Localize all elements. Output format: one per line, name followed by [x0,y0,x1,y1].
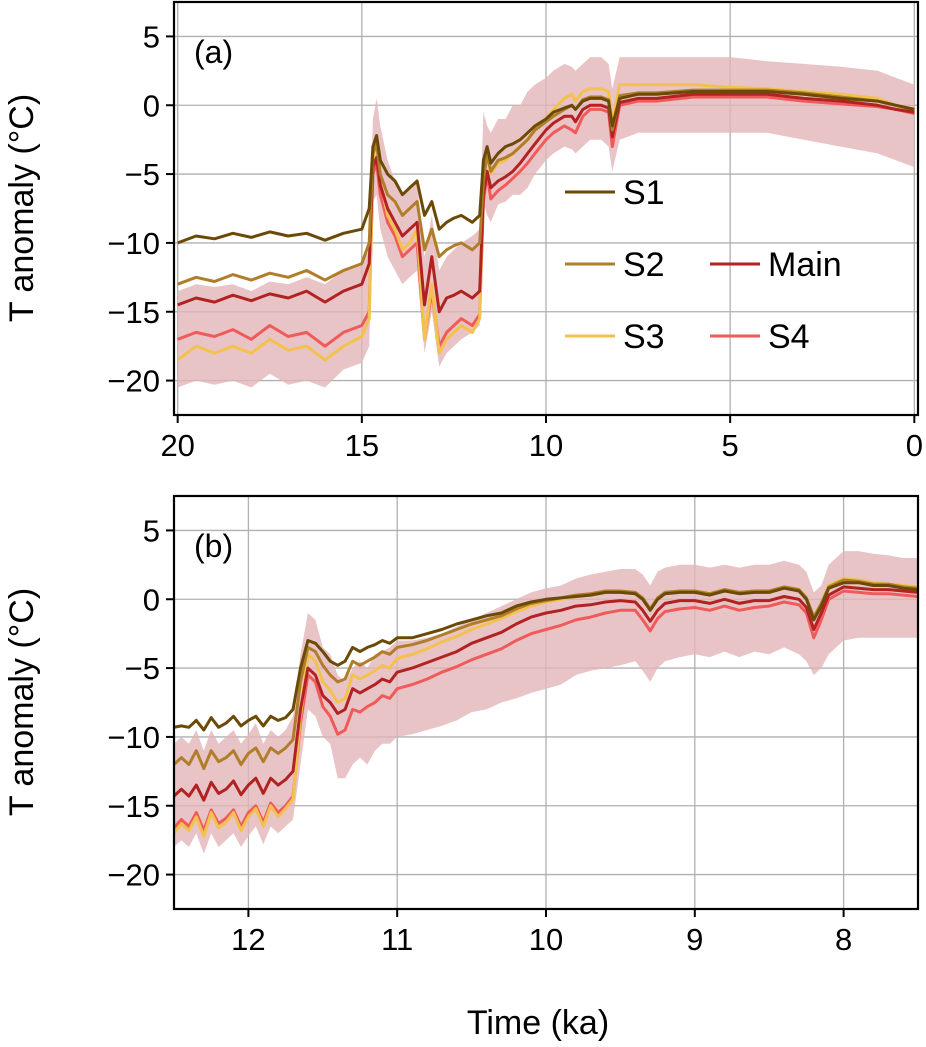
y-tick-label-a-0: 5 [143,19,160,54]
legend-label-main: Main [768,246,842,284]
series-line-s2-a [177,88,915,286]
x-tick-label-b-11: 11 [381,922,413,957]
legend-label-s1: S1 [623,174,665,212]
x-axis-title: Time (ka) [467,1004,609,1042]
plot-area-a [176,57,915,388]
y-tick-label-a-2: −5 [125,157,160,192]
panel-label-a: (a) [194,34,233,70]
x-tick-label-b-10: 10 [529,922,563,957]
y-tick-label-a-4: −15 [107,295,160,330]
legend-label-s2: S2 [623,246,665,284]
legend: S1 S2 Main S3 S4 [565,174,842,356]
y-tick-label-b-1: 0 [143,582,160,617]
x-tick-label-a-10: 10 [529,428,563,463]
legend-label-s4: S4 [768,318,810,356]
y-tick-label-b-5: −20 [107,858,160,893]
plot-area-b [174,551,918,854]
y-axis-title-a: T anomaly (°C) [3,94,41,322]
series-line-main-b [174,585,918,802]
uncertainty-band-b [174,551,918,854]
x-tick-label-a-15: 15 [345,428,379,463]
y-tick-label-b-3: −10 [107,720,160,755]
y-tick-label-a-5: −20 [107,364,160,399]
grid-b [174,496,918,909]
y-tick-label-a-1: 0 [143,88,160,123]
y-tick-label-b-2: −5 [125,651,160,686]
y-tick-label-b-0: 5 [143,513,160,548]
x-tick-label-a-5: 5 [722,428,739,463]
x-tick-label-b-12: 12 [231,922,265,957]
x-tick-label-a-0: 0 [906,428,923,463]
series-line-s1-a [177,90,915,245]
series-line-main-a [177,92,915,314]
legend-label-s3: S3 [623,318,665,356]
y-tick-label-b-4: −15 [107,789,160,824]
y-tick-label-a-3: −10 [107,226,160,261]
x-tick-label-b-8: 8 [835,922,852,957]
x-tick-label-b-9: 9 [686,922,703,957]
uncertainty-band-a [177,57,915,388]
y-axis-title-b: T anomaly (°C) [3,588,41,816]
x-tick-label-a-20: 20 [160,428,194,463]
panel-label-b: (b) [194,528,233,564]
series-line-s1-b [174,581,918,732]
